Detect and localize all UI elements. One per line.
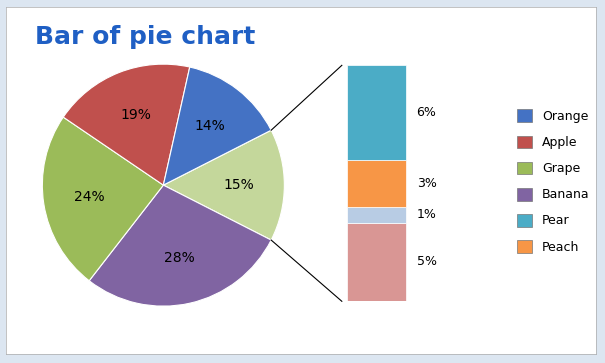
Text: 3%: 3% — [417, 177, 436, 190]
Bar — [347, 65, 406, 160]
Text: 5%: 5% — [417, 256, 437, 269]
Text: 14%: 14% — [194, 119, 224, 133]
Text: 24%: 24% — [74, 190, 105, 204]
Text: 28%: 28% — [165, 251, 195, 265]
Text: 15%: 15% — [223, 178, 253, 192]
Wedge shape — [64, 64, 190, 185]
Legend: Orange, Apple, Grape, Banana, Pear, Peach: Orange, Apple, Grape, Banana, Pear, Peac… — [517, 109, 590, 254]
Wedge shape — [163, 67, 271, 185]
Bar — [347, 160, 406, 207]
Text: Bar of pie chart: Bar of pie chart — [35, 25, 255, 49]
Text: 1%: 1% — [417, 208, 436, 221]
Bar — [347, 207, 406, 223]
Text: 19%: 19% — [120, 109, 151, 122]
Text: 6%: 6% — [417, 106, 436, 119]
Wedge shape — [42, 117, 163, 281]
Wedge shape — [89, 185, 271, 306]
Bar — [347, 223, 406, 301]
Wedge shape — [163, 130, 284, 240]
